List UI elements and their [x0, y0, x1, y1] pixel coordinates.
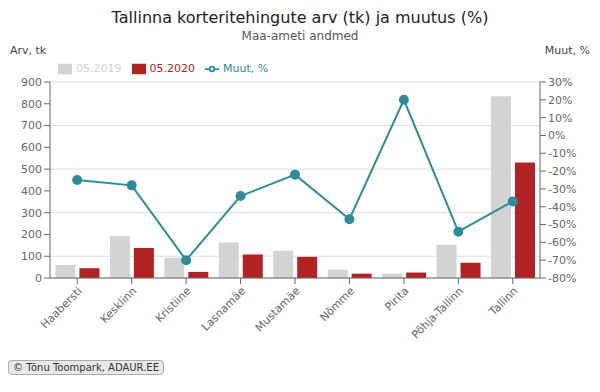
svg-text:Kesklinn: Kesklinn: [98, 284, 139, 325]
svg-text:Kristiine: Kristiine: [153, 284, 194, 325]
html-text:05.2020: 05.2020: [149, 62, 195, 75]
svg-text:Haabersti: Haabersti: [38, 284, 85, 331]
svg-text:900: 900: [21, 76, 42, 89]
html-text:Arv, tk: Arv, tk: [10, 44, 47, 57]
svg-text:-10%: -10%: [548, 147, 576, 160]
html-text:Tallinna korteritehingute arv: Tallinna korteritehingute arv (tk) ja mu…: [111, 8, 489, 27]
html-text:Muut, %: Muut, %: [544, 44, 590, 57]
svg-text:20%: 20%: [548, 94, 572, 107]
svg-text:-20%: -20%: [548, 165, 576, 178]
svg-text:-70%: -70%: [548, 254, 576, 267]
svg-text:0: 0: [35, 272, 42, 285]
svg-text:800: 800: [21, 98, 42, 111]
svg-text:300: 300: [21, 207, 42, 220]
svg-text:200: 200: [21, 228, 42, 241]
svg-text:-50%: -50%: [548, 218, 576, 231]
svg-text:10%: 10%: [548, 112, 572, 125]
html-text:Muut, %: Muut, %: [223, 62, 269, 75]
svg-text:-80%: -80%: [548, 272, 576, 285]
svg-text:30%: 30%: [548, 76, 572, 89]
html-text:© Tõnu Toompark, ADAUR.EE: © Tõnu Toompark, ADAUR.EE: [13, 362, 159, 373]
svg-text:400: 400: [21, 185, 42, 198]
svg-text:500: 500: [21, 163, 42, 176]
svg-text:Nõmme: Nõmme: [317, 284, 357, 324]
svg-text:-40%: -40%: [548, 201, 576, 214]
svg-text:Pirita: Pirita: [382, 284, 411, 313]
html-text:05.2019: 05.2019: [76, 62, 122, 75]
svg-text:100: 100: [21, 250, 42, 263]
svg-text:-60%: -60%: [548, 236, 576, 249]
svg-text:-30%: -30%: [548, 183, 576, 196]
svg-text:Põhja-Tallinn: Põhja-Tallinn: [409, 284, 466, 341]
svg-text:Mustamäe: Mustamäe: [253, 284, 303, 334]
svg-text:0%: 0%: [548, 129, 565, 142]
svg-text:Lasnamäe: Lasnamäe: [199, 284, 248, 333]
svg-text:600: 600: [21, 141, 42, 154]
svg-text:700: 700: [21, 119, 42, 132]
html-text:Maa-ameti andmed: Maa-ameti andmed: [241, 29, 359, 43]
svg-text:Tallinn: Tallinn: [486, 284, 520, 318]
